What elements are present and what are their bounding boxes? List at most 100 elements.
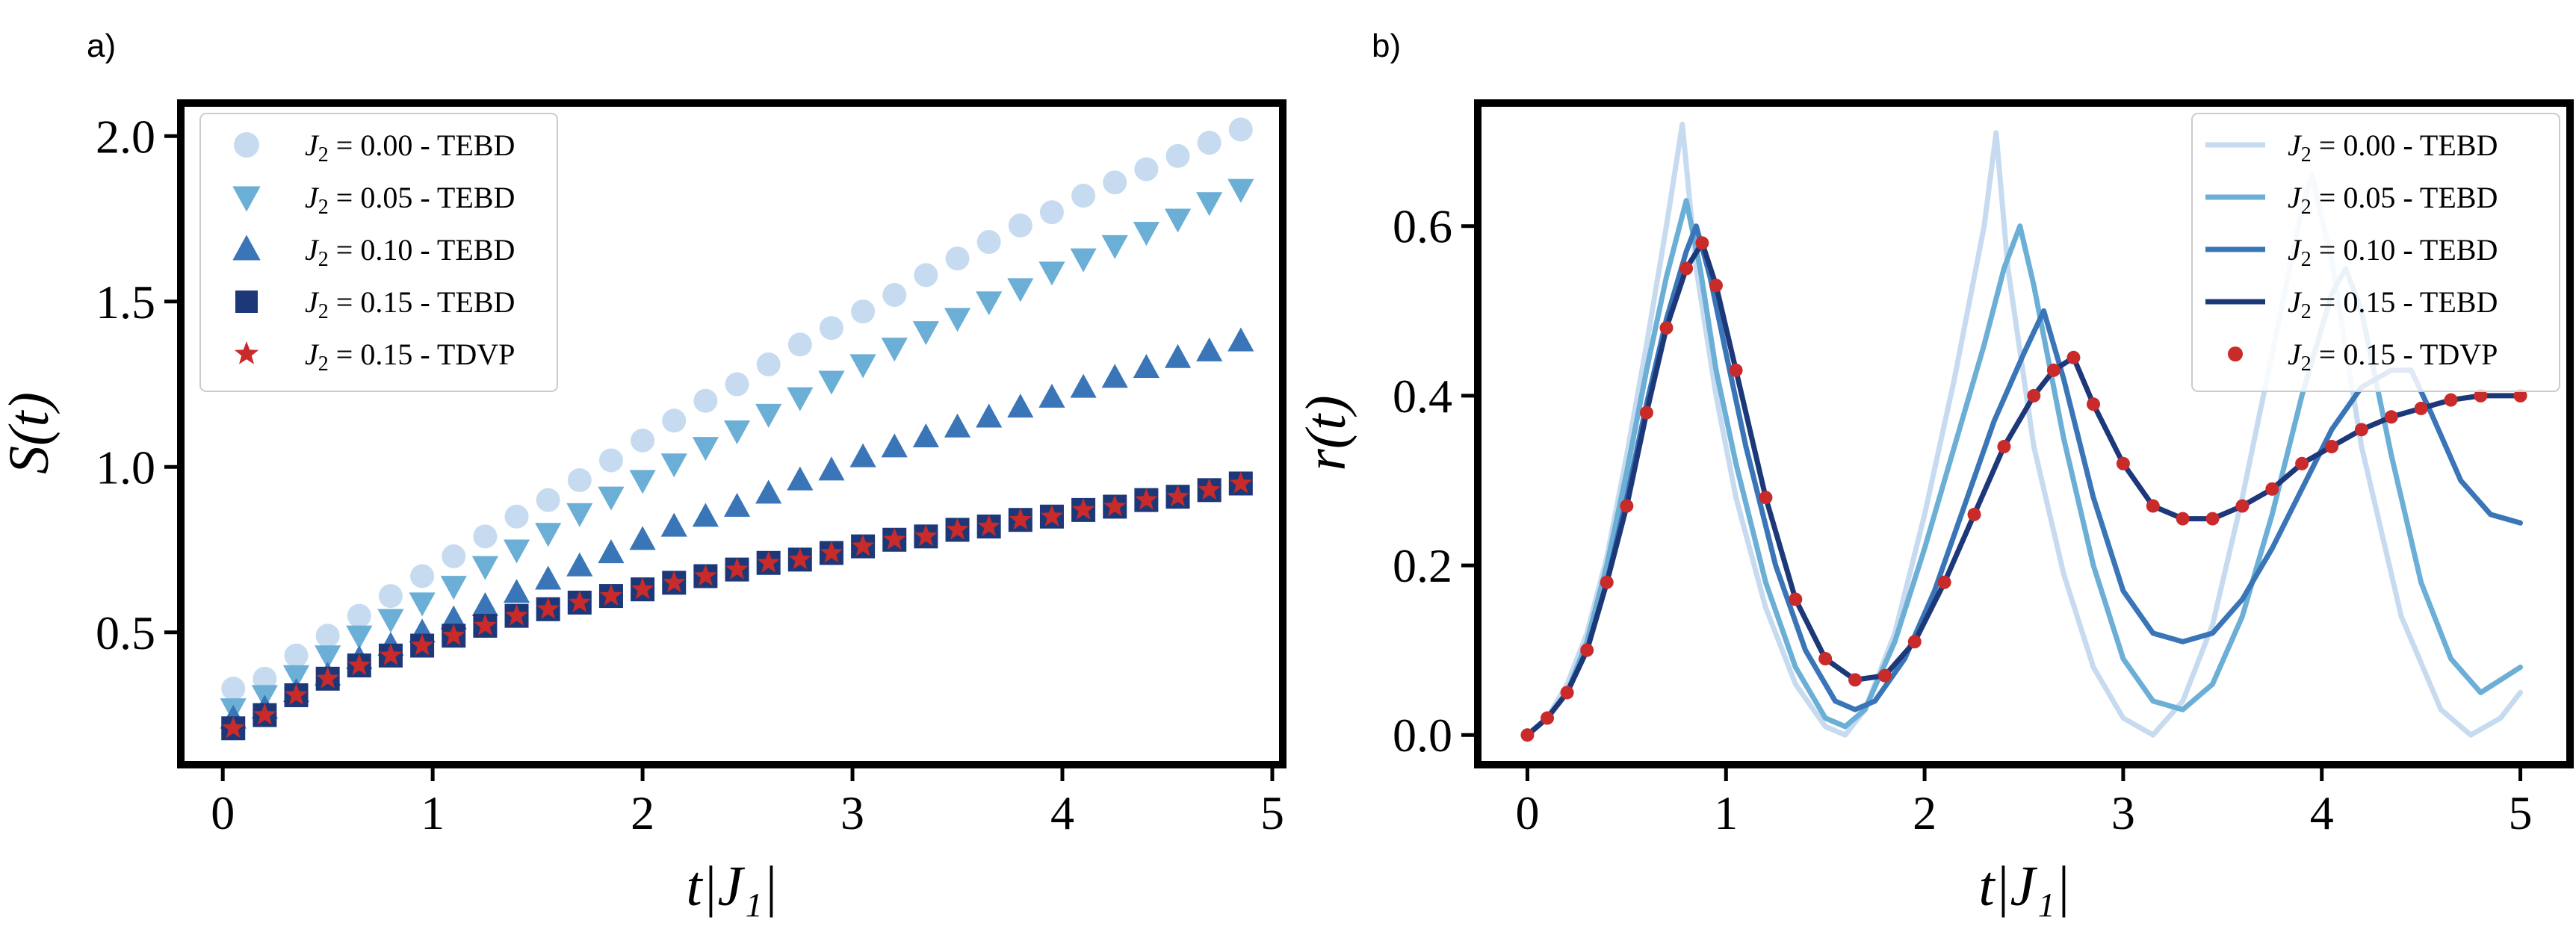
point (567, 468, 592, 493)
point (976, 291, 1003, 316)
point (282, 665, 310, 689)
point (756, 352, 781, 376)
point (2265, 482, 2279, 496)
panel-b-xlabel: t|J₁| (1978, 855, 2070, 918)
point (1227, 327, 1254, 352)
point (946, 518, 969, 540)
point (1135, 488, 1158, 510)
point (222, 716, 245, 739)
legend-frame (199, 113, 558, 392)
point (2146, 499, 2160, 513)
point (536, 597, 560, 619)
panel-a-ytick-label: 1.5 (96, 276, 155, 329)
point (1164, 344, 1192, 368)
point (1008, 213, 1032, 237)
point (253, 703, 276, 725)
point (1759, 491, 1773, 505)
panel-b-ytick-label: 0.2 (1393, 539, 1452, 592)
point (631, 428, 655, 453)
point (1101, 234, 1128, 259)
point (818, 370, 845, 395)
point (629, 526, 656, 550)
point (284, 643, 309, 668)
legend-marker (235, 290, 258, 313)
point (755, 403, 782, 428)
point (725, 557, 749, 580)
point (629, 470, 656, 494)
point (693, 388, 718, 413)
point (315, 645, 341, 670)
panel-b-xtick-label: 0 (1515, 786, 1539, 839)
point (471, 556, 498, 580)
panel-a-xlabel: t|J₁| (686, 855, 778, 918)
legend-marker (232, 234, 261, 261)
point (2513, 388, 2527, 403)
legend-marker (232, 186, 261, 212)
point (1101, 364, 1128, 388)
point (1580, 643, 1594, 657)
point (788, 547, 811, 570)
point (1997, 440, 2011, 454)
panel-a-data (220, 117, 1254, 741)
point (725, 372, 749, 397)
point (2414, 401, 2428, 415)
point (1228, 117, 1253, 142)
point (2066, 350, 2081, 364)
point (694, 564, 717, 586)
point (410, 633, 434, 656)
series-j-0-05-tebd (220, 178, 1254, 723)
panel-a-ylabel: S(t) (0, 392, 61, 474)
point (473, 524, 498, 549)
point (692, 437, 719, 462)
point (945, 246, 970, 271)
panel-b: 0 1 2 3 4 5 0.0 0.2 0.4 0.6 t|J₁| r(t) J2 = 0.00 … (1295, 99, 2574, 918)
point (1040, 504, 1064, 526)
point (660, 512, 687, 537)
point (1198, 478, 1221, 500)
point (1166, 485, 1189, 507)
point (757, 550, 780, 573)
panel-a-legend: J2 = 0.00 - TEBD J2 = 0.05 - TEBD J2 = 0.1… (199, 113, 558, 392)
point (1937, 575, 1951, 589)
panel-b-xtick-label: 5 (2509, 786, 2533, 839)
point (1848, 673, 1863, 687)
point (505, 603, 528, 626)
panel-a-xtick-label: 0 (211, 786, 235, 839)
panel-a-ytick-label: 1.0 (96, 441, 155, 494)
point (976, 403, 1003, 428)
point (1600, 575, 1614, 589)
point (912, 321, 939, 346)
point (1007, 278, 1034, 302)
series-j-0-00-tebd (221, 117, 1253, 701)
point (881, 338, 908, 362)
point (599, 584, 623, 606)
legend-label: J2 = 0.05 - TEBD (305, 181, 515, 219)
point (820, 541, 843, 563)
point (440, 576, 467, 600)
point (787, 387, 814, 411)
point (977, 515, 1000, 536)
point (631, 577, 654, 600)
point (2354, 423, 2368, 437)
point (1560, 686, 1574, 700)
legend-marker (234, 341, 259, 364)
legend-label: J2 = 0.10 - TEBD (305, 233, 515, 271)
point (755, 479, 782, 504)
point (598, 486, 625, 511)
panel-a-xtick-label: 2 (631, 786, 654, 839)
point (819, 316, 843, 341)
point (851, 534, 875, 556)
legend-marker (2228, 347, 2243, 361)
legend-label: J2 = 0.15 - TEBD (2288, 285, 2498, 323)
point (1007, 394, 1034, 418)
point (1639, 406, 1653, 420)
point (914, 524, 938, 547)
legend-label: J2 = 0.00 - TEBD (2288, 128, 2498, 167)
point (851, 299, 876, 324)
point (598, 448, 623, 473)
point (221, 677, 246, 701)
point (1679, 261, 1694, 276)
point (2046, 363, 2061, 377)
point (1070, 373, 1097, 398)
panel-a-frame (177, 99, 1287, 768)
